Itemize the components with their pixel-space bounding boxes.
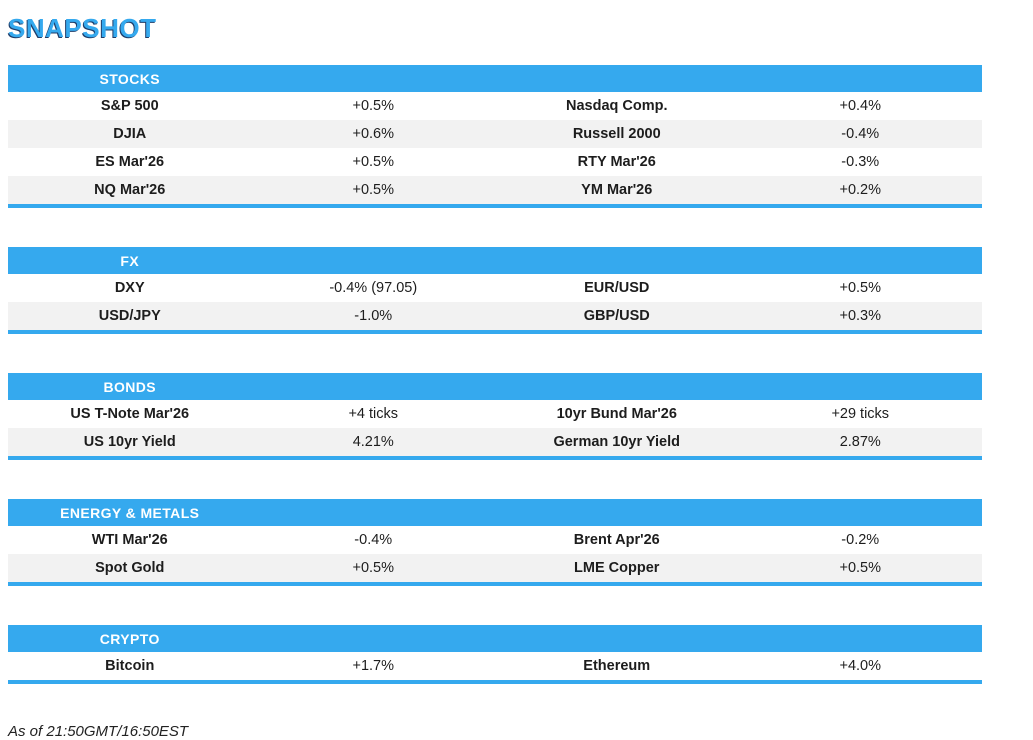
- row-label-1: USD/JPY: [98, 308, 161, 324]
- section-header: CRYPTO: [8, 625, 982, 652]
- row-label-2: Nasdaq Comp.: [565, 98, 668, 114]
- section: FX DXY -0.4% (97.05) EUR/USD +0.5% USD/J…: [8, 247, 982, 334]
- row-label-1: ES Mar'26: [95, 154, 165, 170]
- table-row: NQ Mar'26 +0.5% YM Mar'26 +0.2%: [8, 176, 982, 204]
- section-rows: S&P 500 +0.5% Nasdaq Comp. +0.4% DJIA +0…: [8, 92, 982, 204]
- row-value-2: 2.87%: [839, 434, 881, 450]
- table-row: US 10yr Yield 4.21% German 10yr Yield 2.…: [8, 428, 982, 456]
- table-row: WTI Mar'26 -0.4% Brent Apr'26 -0.2%: [8, 526, 982, 554]
- section: STOCKS S&P 500 +0.5% Nasdaq Comp. +0.4% …: [8, 65, 982, 208]
- row-value-2: +0.5%: [839, 280, 882, 296]
- row-value-2: +0.5%: [839, 560, 882, 576]
- row-label-2: 10yr Bund Mar'26: [556, 406, 677, 422]
- row-label-1: DXY: [114, 280, 145, 296]
- row-value-1: +0.5%: [352, 154, 395, 170]
- row-value-2: -0.4%: [841, 126, 880, 142]
- section-rows: Bitcoin +1.7% Ethereum +4.0%: [8, 652, 982, 680]
- row-label-2: German 10yr Yield: [553, 434, 681, 450]
- table-row: Bitcoin +1.7% Ethereum +4.0%: [8, 652, 982, 680]
- table-row: DXY -0.4% (97.05) EUR/USD +0.5%: [8, 274, 982, 302]
- table-row: US T-Note Mar'26 +4 ticks 10yr Bund Mar'…: [8, 400, 982, 428]
- row-label-2: YM Mar'26: [581, 182, 653, 198]
- section: CRYPTO Bitcoin +1.7% Ethereum +4.0%: [8, 625, 982, 684]
- section: BONDS US T-Note Mar'26 +4 ticks 10yr Bun…: [8, 373, 982, 460]
- row-value-1: +4 ticks: [348, 406, 399, 422]
- section-header-label: STOCKS: [99, 70, 160, 87]
- row-label-2: Brent Apr'26: [573, 532, 660, 548]
- row-value-2: +0.4%: [839, 98, 882, 114]
- row-value-2: -0.2%: [841, 532, 880, 548]
- section-header-label: FX: [120, 252, 140, 269]
- row-value-2: +0.3%: [839, 308, 882, 324]
- row-value-1: +0.5%: [352, 182, 395, 198]
- section-rows: US T-Note Mar'26 +4 ticks 10yr Bund Mar'…: [8, 400, 982, 456]
- section-header-label: CRYPTO: [99, 630, 160, 647]
- row-label-2: Russell 2000: [572, 126, 661, 142]
- section-header: BONDS: [8, 373, 982, 400]
- row-label-1: US T-Note Mar'26: [70, 406, 190, 422]
- row-label-1: Bitcoin: [105, 658, 155, 674]
- table-row: S&P 500 +0.5% Nasdaq Comp. +0.4%: [8, 92, 982, 120]
- row-label-1: S&P 500: [100, 98, 159, 114]
- section-header: ENERGY & METALS: [8, 499, 982, 526]
- row-label-1: WTI Mar'26: [91, 532, 168, 548]
- row-value-1: +1.7%: [352, 658, 395, 674]
- table-row: USD/JPY -1.0% GBP/USD +0.3%: [8, 302, 982, 330]
- row-value-1: +0.6%: [352, 126, 395, 142]
- table-row: Spot Gold +0.5% LME Copper +0.5%: [8, 554, 982, 582]
- row-value-2: -0.3%: [841, 154, 880, 170]
- table-row: ES Mar'26 +0.5% RTY Mar'26 -0.3%: [8, 148, 982, 176]
- row-value-1: -0.4%: [354, 532, 393, 548]
- section-rows: WTI Mar'26 -0.4% Brent Apr'26 -0.2% Spot…: [8, 526, 982, 582]
- section-header: FX: [8, 247, 982, 274]
- row-label-2: EUR/USD: [584, 280, 650, 296]
- row-label-1: DJIA: [113, 126, 147, 142]
- page-title: SNAPSHOT: [8, 13, 157, 43]
- row-value-2: +29 ticks: [831, 406, 890, 422]
- row-label-1: NQ Mar'26: [94, 182, 166, 198]
- section-header: STOCKS: [8, 65, 982, 92]
- snapshot-table: STOCKS S&P 500 +0.5% Nasdaq Comp. +0.4% …: [8, 65, 982, 684]
- row-value-1: -0.4% (97.05): [329, 280, 418, 296]
- section-header-label: BONDS: [103, 378, 157, 395]
- section-rows: DXY -0.4% (97.05) EUR/USD +0.5% USD/JPY …: [8, 274, 982, 330]
- section-header-label: ENERGY & METALS: [60, 504, 200, 521]
- row-value-2: +0.2%: [839, 182, 882, 198]
- row-value-2: +4.0%: [839, 658, 882, 674]
- footer-timestamp: As of 21:50GMT/16:50EST: [8, 723, 189, 740]
- row-label-1: US 10yr Yield: [83, 434, 176, 450]
- row-label-2: GBP/USD: [583, 308, 650, 324]
- row-label-1: Spot Gold: [95, 560, 165, 576]
- row-value-1: 4.21%: [352, 434, 394, 450]
- row-label-2: LME Copper: [574, 560, 660, 576]
- row-value-1: +0.5%: [352, 560, 395, 576]
- section: ENERGY & METALS WTI Mar'26 -0.4% Brent A…: [8, 499, 982, 586]
- row-value-1: -1.0%: [354, 308, 393, 324]
- table-row: DJIA +0.6% Russell 2000 -0.4%: [8, 120, 982, 148]
- row-label-2: RTY Mar'26: [577, 154, 656, 170]
- row-value-1: +0.5%: [352, 98, 395, 114]
- row-label-2: Ethereum: [583, 658, 651, 674]
